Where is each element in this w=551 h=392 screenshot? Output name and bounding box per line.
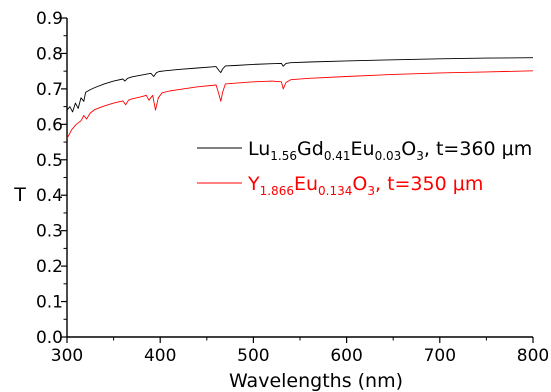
plot-area: 300 400 500 600 700 800 0.0 0.1 0.2 0.3 0.4 0.5 0.6… xyxy=(36,9,549,366)
y-tick-label: 0.3 xyxy=(36,222,63,242)
x-axis-title: Wavelengths (nm) xyxy=(229,370,403,392)
y-tick-label: 0.9 xyxy=(36,9,63,29)
x-tick-label: 300 xyxy=(51,346,83,366)
y-tick-label: 0.5 xyxy=(36,151,63,171)
y-tick-label: 0.0 xyxy=(36,328,63,348)
x-tick-label: 500 xyxy=(237,346,269,366)
x-tick-label: 800 xyxy=(517,346,549,366)
y-tick-label: 0.2 xyxy=(36,257,63,277)
y-tick-label: 0.1 xyxy=(36,293,63,313)
legend: Lu1.56Gd0.41Eu0.03O3, t=360 μm Y1.866Eu0.… xyxy=(197,138,532,198)
y-tick-label: 0.8 xyxy=(36,44,63,64)
y-axis-title: T xyxy=(13,184,26,206)
series-line-1 xyxy=(66,57,534,113)
x-ticks: 300 400 500 600 700 800 xyxy=(51,337,549,366)
x-tick-label: 600 xyxy=(330,346,362,366)
series-line-2 xyxy=(66,70,534,139)
x-tick-label: 400 xyxy=(144,346,176,366)
series-layer xyxy=(66,57,534,139)
x-tick-label: 700 xyxy=(424,346,456,366)
y-ticks: 0.0 0.1 0.2 0.3 0.4 0.5 0.6 0.7 0.8 0.9 xyxy=(36,9,67,348)
y-tick-label: 0.7 xyxy=(36,80,63,100)
y-tick-label: 0.4 xyxy=(36,186,63,206)
legend-label-1: Lu1.56Gd0.41Eu0.03O3, t=360 μm xyxy=(248,138,532,163)
legend-label-2: Y1.866Eu0.134O3, t=350 μm xyxy=(247,173,483,198)
y-tick-label: 0.6 xyxy=(36,115,63,135)
